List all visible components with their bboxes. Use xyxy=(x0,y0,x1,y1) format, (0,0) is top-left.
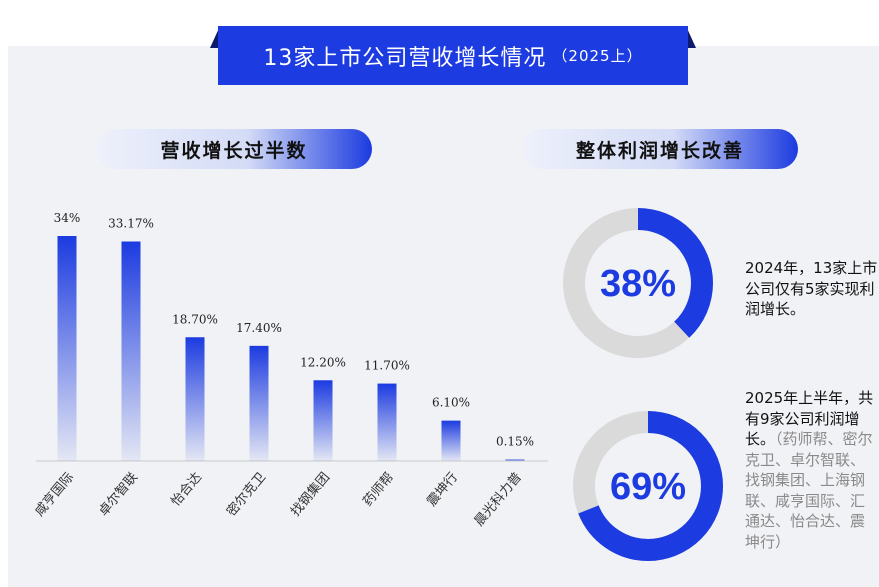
bar-value-label: 17.40% xyxy=(236,321,282,335)
title-box: 13家上市公司营收增长情况 （2025上） xyxy=(218,26,688,85)
bar-value-label: 6.10% xyxy=(432,396,470,410)
category-label: 咸亨国际 xyxy=(31,469,77,519)
bar-value-label: 18.70% xyxy=(172,312,218,326)
page-subtitle: （2025上） xyxy=(552,47,643,65)
title-ear-right xyxy=(686,26,696,48)
bar xyxy=(57,236,77,461)
page-title: 13家上市公司营收增长情况 xyxy=(263,45,547,71)
category-label: 晨光科力普 xyxy=(472,470,525,529)
donut-2025: 69% xyxy=(573,411,723,561)
category-label: 密尔克卫 xyxy=(223,469,269,519)
category-label: 震坤行 xyxy=(424,470,461,510)
donut-segment xyxy=(563,208,713,358)
right-heading: 整体利润增长改善 xyxy=(522,129,798,169)
donut-percentage: 69% xyxy=(610,466,686,508)
donut-percentage: 38% xyxy=(600,263,676,305)
bar xyxy=(121,241,141,461)
bar-value-label: 12.20% xyxy=(300,355,346,369)
bar xyxy=(185,337,205,461)
bar-value-label: 11.70% xyxy=(364,359,410,373)
title-banner: 13家上市公司营收增长情况 （2025上） xyxy=(210,26,696,85)
category-label: 卓尔智联 xyxy=(96,470,141,519)
category-label: 药师帮 xyxy=(360,470,397,510)
bar xyxy=(377,383,397,461)
title-ear-left xyxy=(210,26,220,48)
donut-2024: 38% xyxy=(563,208,713,358)
bar xyxy=(441,420,461,461)
bars-group: 34% 咸亨国际 33.17% 卓尔智联 18.70% 怡合达 17.40% 密尔克卫 12.2… xyxy=(31,211,534,529)
bar xyxy=(313,380,333,461)
left-heading: 营收增长过半数 xyxy=(96,129,372,169)
bar xyxy=(249,345,269,461)
note-2025: 2025年上半年，共有9家公司利润增长。（药师帮、密尔克卫、卓尔智联、找钢集团、… xyxy=(745,388,879,552)
note-2024: 2024年，13家上市公司仅有5家实现利润增长。 xyxy=(745,259,878,318)
bar-value-label: 34% xyxy=(54,211,81,225)
donut-segment xyxy=(573,411,723,561)
note-2025-main: 2025年上半年，共有9家公司利润增长。 xyxy=(745,389,874,448)
category-label: 怡合达 xyxy=(168,470,205,510)
bar xyxy=(505,459,525,461)
note-2025-detail: （药师帮、密尔克卫、卓尔智联、找钢集团、上海钢联、咸亨国际、汇通达、怡合达、震坤… xyxy=(745,430,873,551)
bar-value-label: 33.17% xyxy=(108,216,154,230)
bar-value-label: 0.15% xyxy=(496,435,534,449)
category-label: 找钢集团 xyxy=(287,469,333,519)
